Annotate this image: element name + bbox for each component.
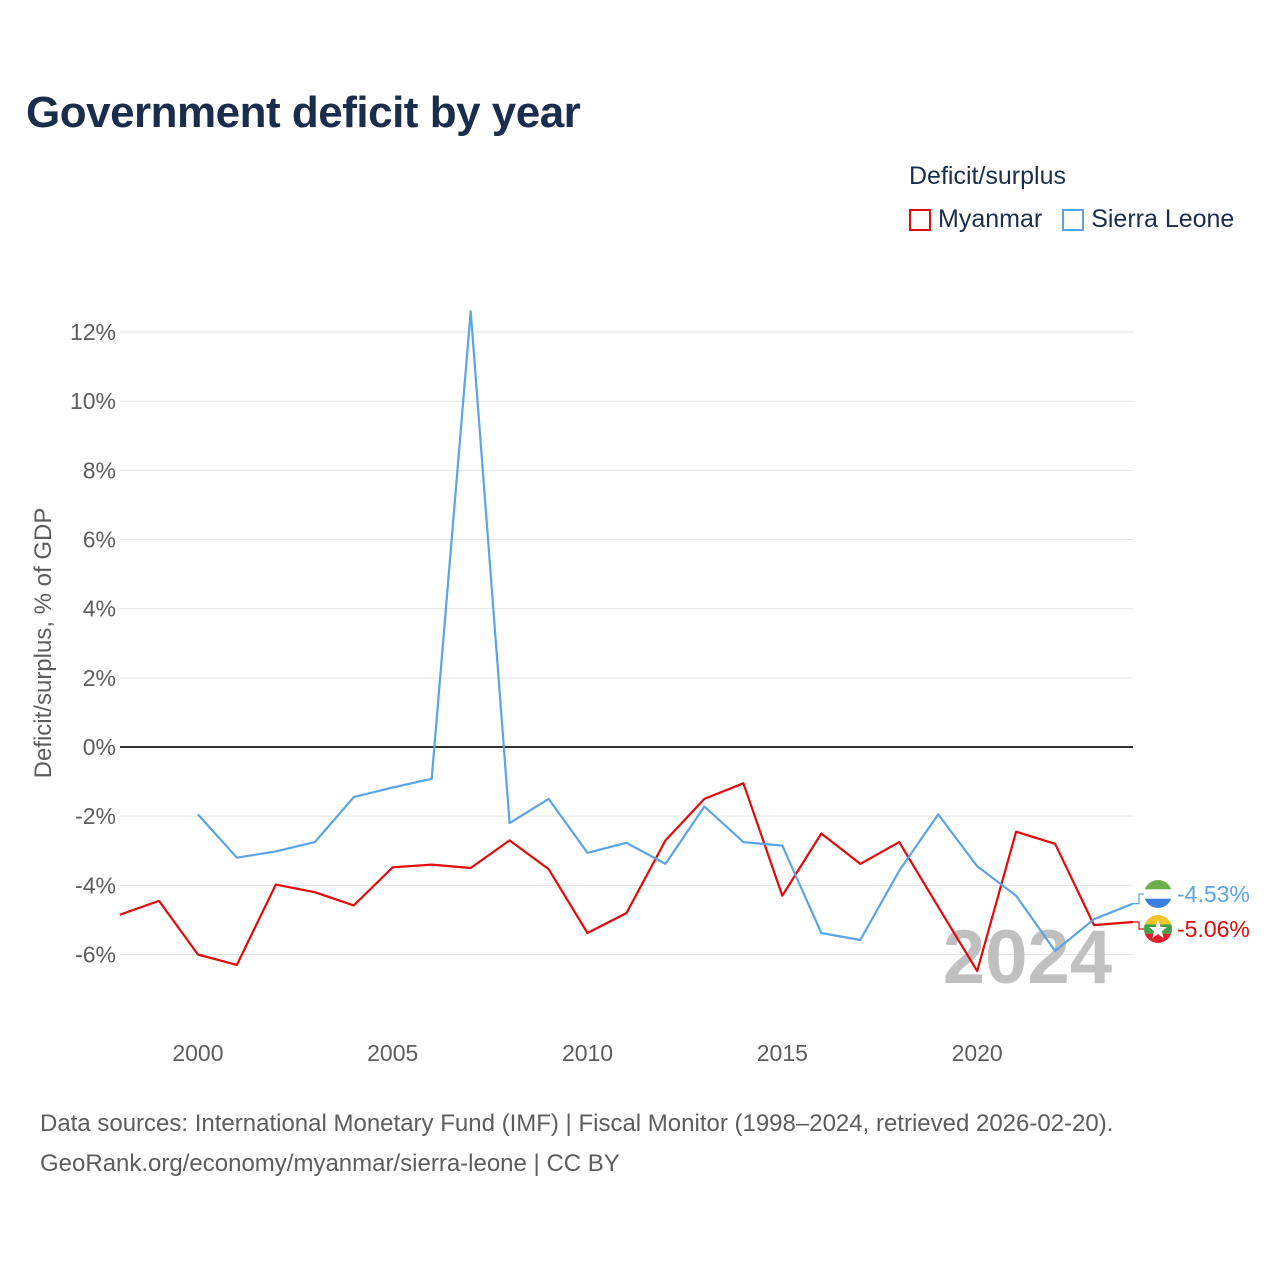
- y-tick-label: -4%: [75, 872, 116, 898]
- end-marker-myanmar: -5.06%: [1133, 915, 1250, 943]
- legend-label-myanmar: Myanmar: [938, 205, 1043, 233]
- x-tick-label: 2005: [367, 1040, 418, 1066]
- y-tick-label: -2%: [75, 803, 116, 829]
- footer: Data sources: International Monetary Fun…: [40, 1104, 1113, 1184]
- legend: Deficit/surplus Myanmar Sierra Leone: [909, 162, 1234, 234]
- legend-item-myanmar[interactable]: Myanmar: [909, 205, 1042, 234]
- sierra-leone-flag-white: [1144, 889, 1172, 899]
- legend-title: Deficit/surplus: [909, 162, 1066, 190]
- footer-link[interactable]: GeoRank.org/economy/myanmar/sierra-leone…: [40, 1150, 620, 1177]
- series-line-myanmar: [119, 782, 1134, 973]
- footer-source: Data sources: International Monetary Fun…: [40, 1110, 1114, 1137]
- y-tick-label: 10%: [70, 388, 116, 414]
- chart-title: Government deficit by year: [26, 88, 581, 137]
- y-tick-label: 2%: [83, 665, 116, 691]
- star-icon: [1149, 920, 1167, 938]
- sierra-leone-flag-green: [1144, 880, 1172, 890]
- sierra-leone-flag-blue: [1144, 898, 1172, 908]
- leader-line: [1133, 893, 1144, 905]
- x-tick-label: 2020: [952, 1040, 1003, 1066]
- leader-line: [1133, 921, 1144, 930]
- year-watermark: 2024: [943, 915, 1112, 1000]
- y-tick-label: 6%: [83, 527, 116, 553]
- legend-swatch-myanmar: [909, 208, 931, 231]
- y-tick-label: -6%: [75, 941, 116, 967]
- legend-label-sierra-leone: Sierra Leone: [1091, 205, 1235, 233]
- legend-swatch-sierra-leone: [1062, 208, 1085, 231]
- y-tick-label: 4%: [83, 596, 116, 622]
- end-marker-sierra-leone: -4.53%: [1133, 880, 1250, 908]
- y-tick-label: 8%: [83, 457, 116, 483]
- x-tick-label: 2000: [172, 1040, 223, 1066]
- x-tick-label: 2015: [757, 1040, 808, 1066]
- end-value-label-myanmar: -5.06%: [1177, 916, 1250, 942]
- y-tick-label: 0%: [83, 734, 116, 760]
- y-tick-label: 12%: [70, 319, 116, 345]
- legend-item-sierra-leone[interactable]: Sierra Leone: [1062, 205, 1234, 234]
- x-tick-label: 2010: [562, 1040, 613, 1066]
- series-line-sierra-leone: [197, 310, 1134, 953]
- end-value-label-sierra-leone: -4.53%: [1177, 881, 1250, 907]
- myanmar-flag-red: [1144, 933, 1172, 943]
- y-axis-label: Deficit/surplus, % of GDP: [30, 508, 57, 779]
- myanmar-flag-yellow: [1144, 915, 1172, 925]
